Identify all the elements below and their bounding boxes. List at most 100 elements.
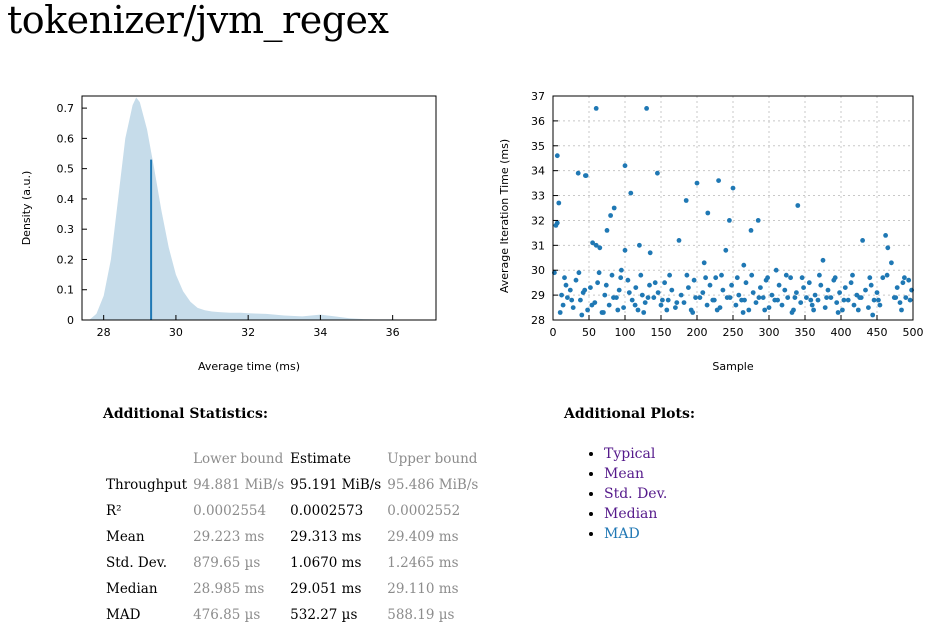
sample-point — [837, 290, 842, 295]
sample-point — [822, 305, 828, 310]
sample-point — [595, 280, 600, 286]
sample-point — [834, 300, 840, 305]
sample-point — [583, 173, 589, 178]
sample-point — [893, 295, 899, 300]
plot-link-std-dev[interactable]: Std. Dev. — [604, 486, 668, 502]
plot-list-item: Typical — [604, 444, 667, 464]
sample-point — [900, 280, 906, 286]
sample-point — [782, 287, 788, 293]
additional-plots-list: Typical Mean Std. Dev. Median MAD — [578, 444, 667, 544]
sample-point — [684, 272, 690, 278]
sample-point — [903, 295, 909, 300]
sample-point — [608, 213, 613, 218]
upper-bound-value: 0.0002552 — [387, 503, 461, 519]
sample-point — [741, 262, 747, 268]
sample-point — [669, 287, 675, 293]
plot-link-typical[interactable]: Typical — [604, 446, 656, 462]
sample-point — [674, 300, 680, 305]
sample-point — [851, 302, 857, 308]
pdf-chart: 28 30 32 34 36 0 0.1 0.2 0.3 0.4 0.5 0.6 0.7 Average … — [20, 95, 437, 373]
sample-point — [622, 163, 628, 169]
sample-point — [902, 275, 907, 281]
sample-point — [760, 295, 766, 300]
header-estimate: Estimate — [290, 451, 351, 467]
plot-frame — [81, 95, 437, 321]
sample-point — [758, 285, 763, 290]
plot-link-mean[interactable]: Mean — [604, 466, 644, 482]
sample-point — [645, 295, 651, 300]
sample-point — [567, 287, 573, 293]
sample-point — [638, 272, 644, 278]
sample-point — [841, 297, 847, 303]
estimate-value: 1.0670 ms — [290, 555, 362, 571]
sample-point — [783, 272, 789, 278]
sample-point — [667, 272, 672, 278]
sample-point — [711, 297, 717, 303]
x-tick-label: 100 — [615, 326, 636, 339]
sample-point — [559, 292, 564, 298]
sample-point — [842, 285, 848, 290]
sample-point — [858, 295, 864, 300]
sample-point — [632, 302, 638, 308]
sample-point — [835, 310, 841, 315]
estimate-value: 29.313 ms — [290, 529, 362, 545]
sample-point — [601, 310, 606, 315]
sample-point — [850, 272, 855, 278]
plot-link-mad[interactable]: MAD — [604, 526, 640, 542]
y-tick-label: 0.1 — [57, 284, 75, 297]
lower-bound-value: 94.881 MiB/s — [193, 477, 285, 493]
sample-point — [808, 297, 814, 303]
sample-point — [742, 297, 747, 303]
sample-point — [899, 307, 904, 313]
sample-point — [621, 305, 626, 310]
sample-point — [693, 295, 698, 300]
sample-point — [590, 240, 595, 246]
sample-point — [658, 302, 664, 308]
sample-point — [690, 310, 696, 315]
statistics-row: R² 0.0002554 0.0002573 0.0002552 — [103, 498, 481, 524]
sample-point — [743, 280, 749, 286]
x-tick-label: 50 — [582, 326, 596, 339]
sample-point — [611, 205, 617, 211]
plot-link-median[interactable]: Median — [604, 506, 658, 522]
sample-point — [678, 292, 684, 298]
sample-point — [579, 312, 585, 318]
sample-point — [626, 290, 632, 295]
sample-point — [676, 238, 682, 243]
upper-bound-value: 95.486 MiB/s — [387, 477, 479, 493]
sample-point — [615, 307, 621, 313]
lower-bound-value: 29.223 ms — [193, 529, 265, 545]
x-axis-label: Average time (ms) — [198, 360, 300, 373]
x-tick-label: 250 — [723, 326, 744, 339]
sample-point — [647, 282, 652, 288]
y-tick-label: 28 — [531, 314, 545, 327]
statistics-row: Throughput 94.881 MiB/s 95.191 MiB/s 95.486… — [103, 472, 481, 498]
sample-point — [651, 295, 657, 300]
sample-point — [828, 295, 834, 300]
sample-point — [824, 295, 829, 300]
sample-point — [727, 295, 733, 300]
y-tick-label: 0 — [67, 314, 74, 327]
sample-point — [867, 275, 873, 281]
statistics-table: Lower bound Estimate Upper bound Through… — [103, 446, 481, 628]
header-lower-bound: Lower bound — [193, 451, 284, 467]
sample-point — [705, 210, 711, 216]
x-tick-label: 30 — [169, 326, 183, 339]
sample-point — [756, 295, 762, 300]
sample-point — [723, 247, 729, 253]
sample-point — [779, 302, 785, 308]
sample-point — [733, 302, 739, 308]
x-tick-label: 500 — [903, 326, 924, 339]
sample-point — [593, 242, 599, 248]
header-blank — [103, 446, 190, 472]
estimate-value: 95.191 MiB/s — [290, 477, 382, 493]
statistics-header-row: Lower bound Estimate Upper bound — [103, 446, 481, 472]
upper-bound-value: 29.110 ms — [387, 581, 459, 597]
sample-point — [750, 290, 756, 295]
sample-point — [606, 302, 612, 308]
sample-point — [560, 302, 566, 308]
sample-point — [637, 242, 642, 248]
y-axis-label: Density (a.u.) — [20, 171, 33, 246]
sample-point — [785, 295, 791, 300]
sample-point — [673, 305, 678, 310]
